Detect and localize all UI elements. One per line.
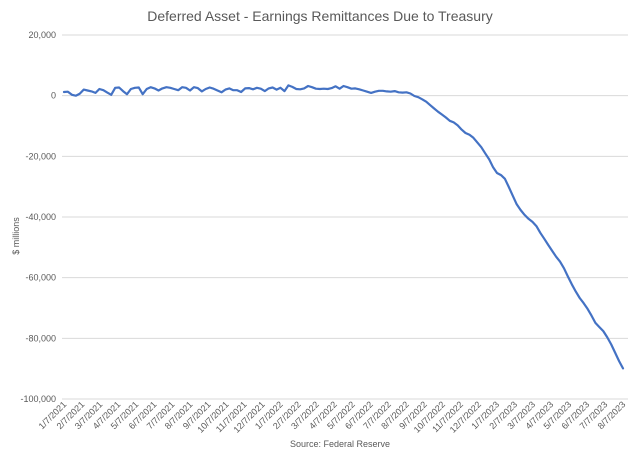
series-layer bbox=[62, 84, 625, 370]
gridlines bbox=[62, 34, 628, 400]
chart-title: Deferred Asset - Earnings Remittances Du… bbox=[147, 8, 492, 24]
y-tick-label: 0 bbox=[51, 91, 56, 101]
y-axis-label: $ millions bbox=[11, 217, 21, 255]
y-tick-label: 20,000 bbox=[28, 30, 56, 40]
y-axis-ticks: 20,000 0 -20,000 -40,000 -60,000 -80,000 -100,… bbox=[20, 30, 56, 404]
y-tick-label: -60,000 bbox=[25, 273, 56, 283]
y-tick-label: -40,000 bbox=[25, 212, 56, 222]
y-tick-label: -20,000 bbox=[25, 151, 56, 161]
y-tick-label: -80,000 bbox=[25, 333, 56, 343]
source-note: Source: Federal Reserve bbox=[290, 439, 390, 449]
y-tick-label: -100,000 bbox=[20, 394, 56, 404]
series-line-deferred-asset bbox=[62, 84, 625, 370]
